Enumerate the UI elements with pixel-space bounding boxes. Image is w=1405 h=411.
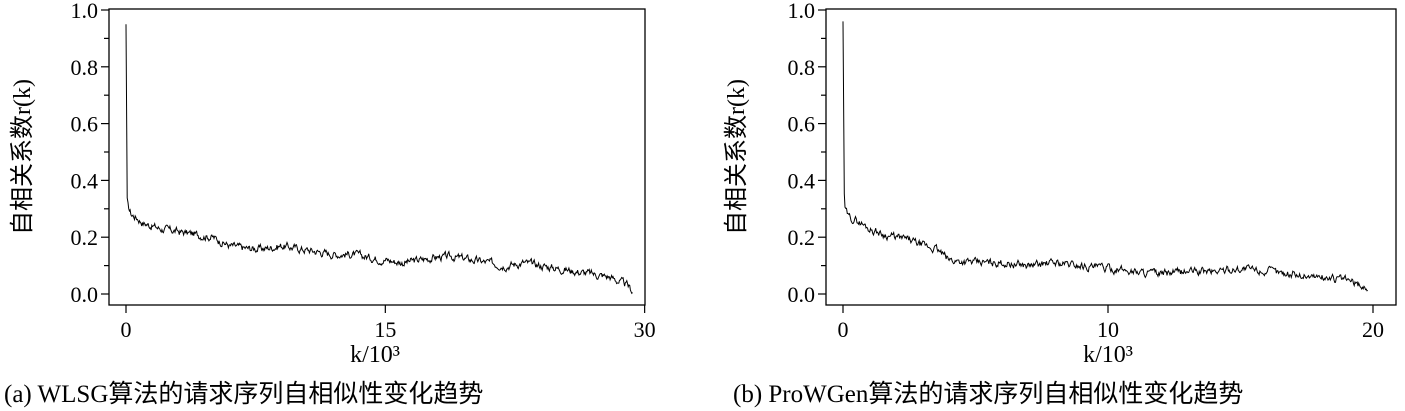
y-tick-label-b-3: 0.6 <box>788 112 816 137</box>
autocorrelation-line-b <box>842 21 1368 292</box>
y-axis-b: 0.0 0.2 0.4 0.6 0.8 1.0 <box>788 0 826 307</box>
y-tick-label-b-5: 1.0 <box>788 0 816 23</box>
y-tick-label-a-1: 0.2 <box>71 225 99 250</box>
y-tick-label-b-2: 0.4 <box>788 168 816 193</box>
chart-panel-a: 0.0 0.2 0.4 0.6 0.8 1.0 0 15 30 k/10³ 自相关系数r(k)… <box>4 0 656 408</box>
y-axis-label-a: 自相关系数r(k) <box>9 79 36 235</box>
x-tick-label-a-0: 0 <box>121 317 132 342</box>
x-tick-label-b-2: 20 <box>1362 317 1384 342</box>
y-axis-label-b: 自相关系数r(k) <box>723 79 750 235</box>
y-tick-label-b-0: 0.0 <box>788 282 816 307</box>
y-tick-label-a-4: 0.8 <box>71 55 99 80</box>
x-axis-b: 0 10 20 <box>838 305 1384 342</box>
y-tick-label-b-4: 0.8 <box>788 55 816 80</box>
autocorrelation-line-a <box>125 24 633 295</box>
y-tick-label-b-1: 0.2 <box>788 225 816 250</box>
plot-frame-a <box>108 8 646 306</box>
x-axis-a: 0 15 30 <box>121 305 656 342</box>
plot-frame-b <box>825 8 1397 306</box>
caption-b: (b) ProWGen算法的请求序列自相似性变化趋势 <box>733 380 1243 408</box>
y-tick-label-a-3: 0.6 <box>71 112 99 137</box>
y-tick-label-a-5: 1.0 <box>71 0 99 23</box>
x-tick-label-b-0: 0 <box>838 317 849 342</box>
x-tick-label-b-1: 10 <box>1097 317 1119 342</box>
y-tick-label-a-0: 0.0 <box>71 282 99 307</box>
x-tick-label-a-1: 15 <box>374 317 396 342</box>
y-tick-label-a-2: 0.4 <box>71 168 99 193</box>
y-axis-a: 0.0 0.2 0.4 0.6 0.8 1.0 <box>71 0 109 307</box>
x-tick-label-a-2: 30 <box>634 317 656 342</box>
chart-panel-b: 0.0 0.2 0.4 0.6 0.8 1.0 0 10 20 k/10³ 自相关系数r(k)… <box>723 0 1397 408</box>
x-axis-label-a: k/10³ <box>350 342 400 368</box>
x-axis-label-b: k/10³ <box>1083 342 1133 368</box>
caption-a: (a) WLSG算法的请求序列自相似性变化趋势 <box>4 380 483 408</box>
